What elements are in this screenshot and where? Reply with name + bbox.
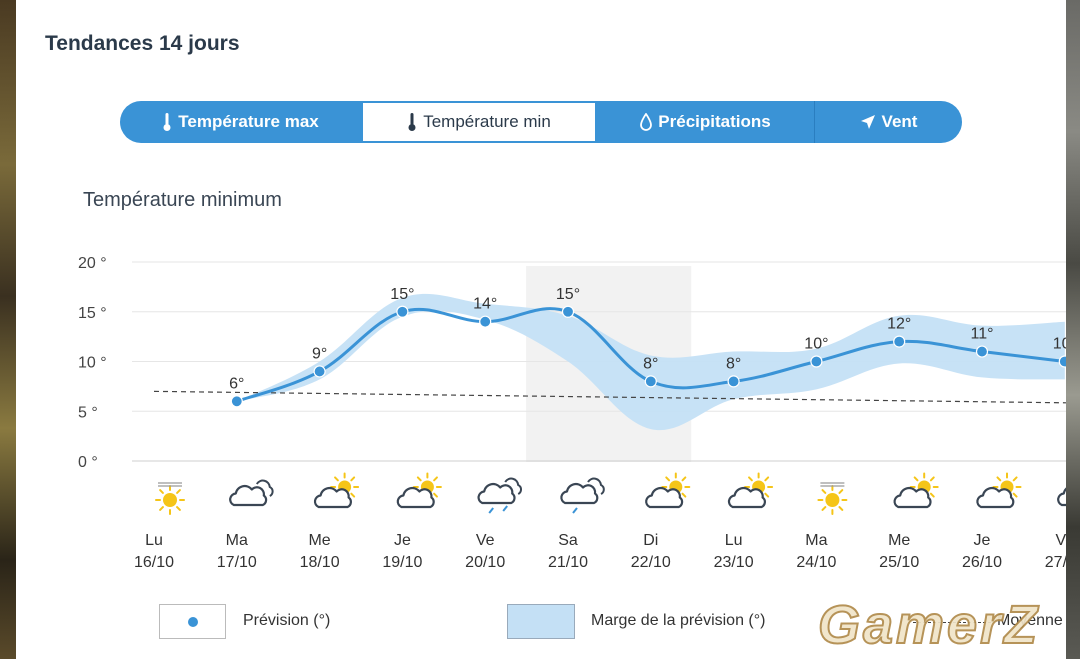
sun-cloud-icon bbox=[396, 472, 442, 509]
x-tick-day: Di bbox=[643, 532, 658, 549]
x-tick-date: 18/10 bbox=[300, 554, 340, 571]
background-photo-left bbox=[0, 0, 16, 659]
background-photo-right bbox=[1066, 0, 1080, 659]
sun-cloud-icon bbox=[727, 472, 774, 509]
legend-forecast-swatch[interactable] bbox=[159, 604, 226, 639]
x-tick-date: 27/10 bbox=[1045, 554, 1066, 571]
forecast-margin-band bbox=[236, 293, 1065, 431]
sun-cloud-icon bbox=[893, 472, 939, 509]
wind-arrow-icon bbox=[860, 114, 876, 130]
x-tick-day: Je bbox=[394, 532, 411, 549]
data-label: 8° bbox=[643, 355, 658, 372]
sun-haze-icon bbox=[155, 482, 185, 515]
data-label: 9° bbox=[312, 345, 327, 362]
cloud-rain-icon bbox=[477, 477, 522, 514]
cloud-drizzle-icon bbox=[560, 477, 605, 514]
data-label: 10° bbox=[804, 336, 828, 353]
forecast-point bbox=[479, 315, 492, 328]
x-tick-day: Je bbox=[974, 532, 991, 549]
forecast-point bbox=[644, 375, 657, 388]
temperature-chart: 20 ° 15 ° 10 ° 5 ° 0 ° 6° 9° 15° 14° 15° 8° 8° 10° 12… bbox=[78, 255, 1066, 571]
cloud-icon bbox=[1057, 487, 1066, 507]
x-tick-date: 20/10 bbox=[465, 554, 505, 571]
trends-card: Tendances 14 jours Température max Tempé… bbox=[16, 0, 1066, 659]
forecast-point bbox=[230, 395, 243, 408]
data-label: 11° bbox=[970, 326, 993, 343]
average-line bbox=[153, 390, 1066, 404]
sun-cloud-icon bbox=[313, 472, 360, 509]
tab-label: Précipitations bbox=[658, 112, 771, 131]
x-tick-day: Lu bbox=[145, 532, 163, 549]
chart-title: Température minimum bbox=[83, 189, 282, 211]
x-tick-date: 17/10 bbox=[217, 554, 257, 571]
legend-forecast-label: Prévision (°) bbox=[243, 612, 331, 629]
y-tick-label: 0 ° bbox=[78, 454, 98, 471]
metric-tabs: Température max Température min Précipit… bbox=[120, 101, 962, 143]
x-tick-date: 25/10 bbox=[879, 554, 919, 571]
forecast-point bbox=[810, 355, 823, 368]
x-tick-day: Ve bbox=[1055, 532, 1066, 549]
sun-cloud-icon bbox=[976, 472, 1022, 509]
droplet-icon bbox=[640, 113, 653, 131]
x-tick-day: Ve bbox=[476, 532, 495, 549]
x-tick-date: 22/10 bbox=[631, 554, 671, 571]
forecast-point bbox=[396, 305, 409, 318]
tab-vent[interactable]: Vent bbox=[815, 101, 962, 143]
data-label: 8° bbox=[726, 355, 741, 372]
legend-average-line bbox=[913, 622, 991, 623]
tab-label: Température min bbox=[423, 112, 551, 131]
legend-average-label: Moyenne bbox=[997, 612, 1063, 629]
x-tick-day: Ma bbox=[805, 532, 827, 549]
forecast-point bbox=[893, 335, 906, 348]
data-label: 12° bbox=[887, 316, 911, 333]
thermometer-icon bbox=[407, 112, 417, 132]
y-tick-label: 10 ° bbox=[78, 355, 107, 372]
x-tick-day: Me bbox=[308, 532, 330, 549]
x-tick-date: 21/10 bbox=[548, 554, 588, 571]
page-title: Tendances 14 jours bbox=[45, 32, 240, 55]
x-tick-day: Ma bbox=[226, 532, 248, 549]
data-label: 14° bbox=[473, 296, 497, 313]
y-tick-label: 5 ° bbox=[78, 404, 98, 421]
forecast-point bbox=[727, 375, 740, 388]
legend-margin-label: Marge de la prévision (°) bbox=[591, 612, 766, 629]
forecast-point bbox=[561, 305, 575, 318]
forecast-point bbox=[313, 365, 326, 378]
x-tick-date: 19/10 bbox=[382, 554, 422, 571]
tab-label: Température max bbox=[178, 112, 319, 131]
tab-label: Vent bbox=[881, 112, 918, 131]
x-tick-date: 16/10 bbox=[134, 554, 174, 571]
forecast-dot-icon bbox=[188, 617, 198, 627]
forecast-point bbox=[975, 345, 989, 358]
tab-temperature-min[interactable]: Température min bbox=[361, 101, 597, 143]
forecast-point bbox=[1058, 355, 1066, 368]
data-label: 15° bbox=[556, 286, 580, 303]
tab-temperature-max[interactable]: Température max bbox=[120, 101, 361, 143]
data-label: 10° bbox=[1053, 336, 1066, 353]
x-tick-date: 26/10 bbox=[962, 554, 1002, 571]
x-tick-date: 24/10 bbox=[796, 554, 836, 571]
x-tick-day: Me bbox=[888, 532, 910, 549]
data-label: 15° bbox=[390, 286, 414, 303]
thermometer-icon bbox=[162, 112, 172, 132]
x-tick-day: Sa bbox=[558, 532, 578, 549]
x-tick-date: 23/10 bbox=[714, 554, 754, 571]
cloud-icon bbox=[229, 479, 274, 507]
sun-haze-icon bbox=[817, 482, 848, 515]
y-tick-label: 15 ° bbox=[78, 305, 107, 322]
tab-precipitations[interactable]: Précipitations bbox=[597, 101, 815, 143]
x-tick-day: Lu bbox=[725, 532, 743, 549]
data-label: 6° bbox=[229, 375, 244, 392]
sun-cloud-icon bbox=[645, 472, 691, 509]
legend-margin-swatch[interactable] bbox=[507, 604, 575, 639]
watermark-logo: GamerZ bbox=[818, 594, 1041, 656]
y-tick-label: 20 ° bbox=[78, 255, 107, 272]
